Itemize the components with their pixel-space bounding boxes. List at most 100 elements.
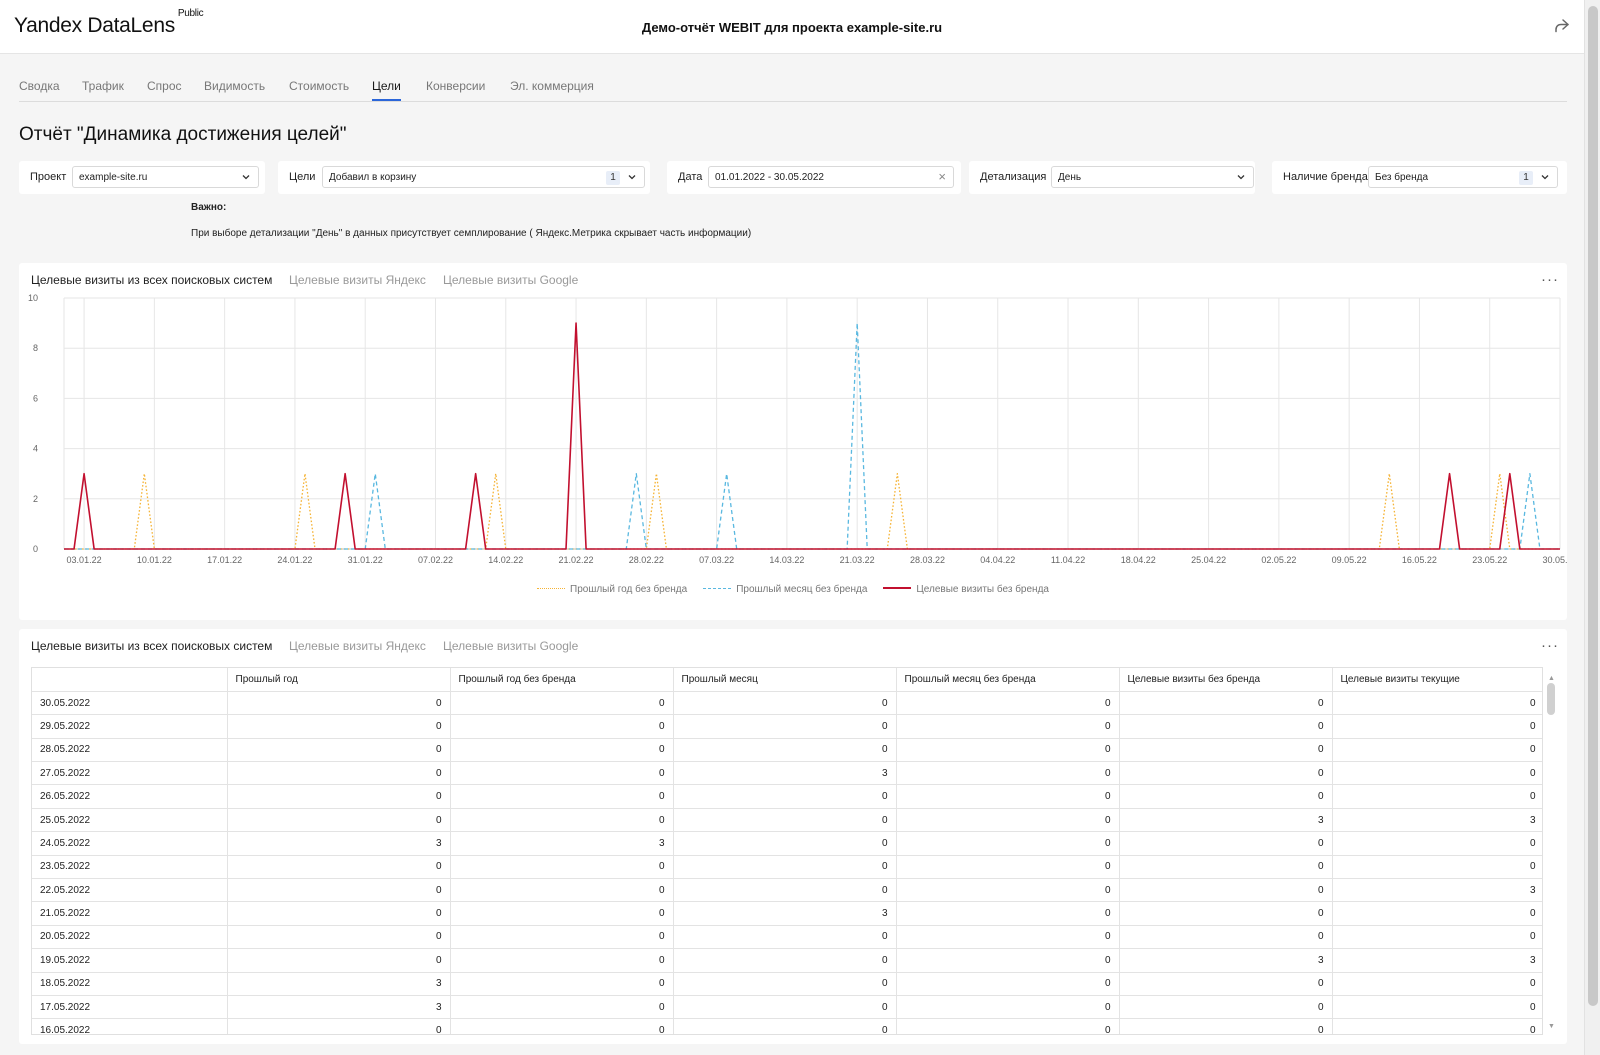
value-cell: 0 xyxy=(1119,1018,1333,1034)
y-tick-label: 0 xyxy=(33,544,38,554)
value-cell: 0 xyxy=(673,691,897,716)
filter-date: Дата 01.01.2022 - 30.05.2022 × xyxy=(667,161,961,194)
goals-select[interactable]: Добавил в корзину 1 xyxy=(322,166,645,188)
value-cell: 0 xyxy=(1119,878,1333,903)
value-cell: 3 xyxy=(450,831,674,856)
series-line-3 xyxy=(64,322,1560,550)
value-cell: 0 xyxy=(896,901,1120,926)
page-scrollbar-thumb[interactable] xyxy=(1588,6,1598,1006)
value-cell: 0 xyxy=(1332,831,1542,856)
column-header[interactable]: Прошлый месяц без бренда xyxy=(896,668,1120,692)
value-cell: 0 xyxy=(227,738,451,763)
table-row: 20.05.2022 0 0 0 0 0 0 xyxy=(32,925,1542,950)
x-tick-label: 16.05.22 xyxy=(1402,555,1437,565)
value-cell: 3 xyxy=(227,995,451,1020)
goals-count-badge: 1 xyxy=(606,171,620,185)
value-cell: 0 xyxy=(1332,925,1542,950)
date-cell: 30.05.2022 xyxy=(32,691,228,716)
tab-summary[interactable]: Сводка xyxy=(19,79,60,93)
chevron-down-icon xyxy=(1541,175,1549,180)
column-header[interactable] xyxy=(32,668,228,692)
tab-cost[interactable]: Стоимость xyxy=(289,79,350,93)
legend-label: Целевые визиты без бренда xyxy=(916,584,1049,595)
x-tick-label: 14.02.22 xyxy=(488,555,523,565)
column-header[interactable]: Целевые визиты без бренда xyxy=(1119,668,1333,692)
table-row: 29.05.2022 0 0 0 0 0 0 xyxy=(32,714,1542,739)
scroll-up-icon[interactable]: ▲ xyxy=(1548,675,1555,682)
value-cell: 0 xyxy=(450,972,674,996)
table-tab-yandex[interactable]: Целевые визиты Яндекс xyxy=(289,639,426,653)
table-tab-all[interactable]: Целевые визиты из всех поисковых систем xyxy=(31,639,273,653)
share-icon[interactable] xyxy=(1552,17,1570,35)
filter-brand-label: Наличие бренда xyxy=(1283,171,1368,183)
dashboard-tabs: Сводка Трафик Спрос Видимость Стоимость … xyxy=(19,76,1567,102)
value-cell: 0 xyxy=(896,738,1120,763)
detail-select[interactable]: День xyxy=(1051,166,1254,188)
date-range-input[interactable]: 01.01.2022 - 30.05.2022 × xyxy=(708,166,954,188)
line-chart: 0 2 4 6 8 10 03.01.22 10.01.22 17.01.22 24.01.22 3… xyxy=(28,293,1567,565)
table-row: 16.05.2022 0 0 0 0 0 0 xyxy=(32,1018,1542,1034)
tab-visibility[interactable]: Видимость xyxy=(204,79,266,93)
value-cell: 3 xyxy=(673,901,897,926)
logo[interactable]: Yandex DataLensPublic xyxy=(14,8,204,38)
chevron-down-icon xyxy=(1237,175,1245,180)
brand-select-value: Без бренда xyxy=(1375,172,1429,183)
goals-select-value: Добавил в корзину xyxy=(329,172,417,183)
value-cell: 3 xyxy=(227,972,451,996)
value-cell: 0 xyxy=(1119,714,1333,739)
date-cell: 26.05.2022 xyxy=(32,784,228,809)
tab-conversions[interactable]: Конверсии xyxy=(426,79,486,93)
table-scrollbar-thumb[interactable] xyxy=(1547,683,1555,715)
date-cell: 25.05.2022 xyxy=(32,808,228,833)
y-tick-label: 2 xyxy=(33,494,38,504)
x-tick-label: 17.01.22 xyxy=(207,555,242,565)
x-tick-label: 21.02.22 xyxy=(559,555,594,565)
value-cell: 3 xyxy=(1119,808,1333,833)
series-line-2 xyxy=(64,322,1560,550)
chart-more-icon[interactable]: ··· xyxy=(1541,271,1559,288)
data-table-wrapper[interactable]: Прошлый год Прошлый год без бренда Прошлый… xyxy=(31,667,1543,1035)
value-cell: 3 xyxy=(1332,808,1542,833)
report-title: Отчёт "Динамика достижения целей" xyxy=(19,124,347,145)
value-cell: 0 xyxy=(896,855,1120,880)
table-more-icon[interactable]: ··· xyxy=(1541,637,1559,654)
project-select[interactable]: example-site.ru xyxy=(72,166,259,188)
clear-icon[interactable]: × xyxy=(938,169,946,184)
brand-select[interactable]: Без бренда 1 xyxy=(1368,166,1558,188)
x-tick-label: 18.04.22 xyxy=(1121,555,1156,565)
date-cell: 29.05.2022 xyxy=(32,714,228,739)
date-cell: 20.05.2022 xyxy=(32,925,228,950)
column-header[interactable]: Прошлый год без бренда xyxy=(450,668,674,692)
value-cell: 0 xyxy=(1332,1018,1542,1034)
tab-demand[interactable]: Спрос xyxy=(147,79,182,93)
table-scrollbar[interactable]: ▲ ▼ xyxy=(1546,675,1556,1035)
table-row: 27.05.2022 0 0 3 0 0 0 xyxy=(32,761,1542,786)
x-tick-label: 28.02.22 xyxy=(629,555,664,565)
table-tab-google[interactable]: Целевые визиты Google xyxy=(443,639,579,653)
value-cell: 0 xyxy=(896,948,1120,973)
tab-traffic[interactable]: Трафик xyxy=(82,79,124,93)
date-cell: 18.05.2022 xyxy=(32,972,228,996)
value-cell: 0 xyxy=(450,784,674,809)
column-header[interactable]: Прошлый год xyxy=(227,668,451,692)
value-cell: 0 xyxy=(896,691,1120,716)
value-cell: 0 xyxy=(227,784,451,809)
chart-tab-yandex[interactable]: Целевые визиты Яндекс xyxy=(289,273,426,287)
legend-item-3[interactable]: Целевые визиты без бренда xyxy=(883,584,1049,595)
date-cell: 21.05.2022 xyxy=(32,901,228,926)
chart-tab-google[interactable]: Целевые визиты Google xyxy=(443,273,579,287)
value-cell: 0 xyxy=(896,808,1120,833)
x-tick-label: 28.03.22 xyxy=(910,555,945,565)
scroll-down-icon[interactable]: ▼ xyxy=(1548,1023,1555,1030)
x-tick-label: 03.01.22 xyxy=(67,555,102,565)
value-cell: 0 xyxy=(450,878,674,903)
tab-goals[interactable]: Цели xyxy=(372,79,401,101)
legend-item-1[interactable]: Прошлый год без бренда xyxy=(537,584,687,595)
chart-tab-all[interactable]: Целевые визиты из всех поисковых систем xyxy=(31,273,273,287)
data-table: Прошлый год Прошлый год без бренда Прошлый… xyxy=(32,668,1542,1034)
column-header[interactable]: Прошлый месяц xyxy=(673,668,897,692)
tab-ecommerce[interactable]: Эл. коммерция xyxy=(510,79,594,93)
column-header[interactable]: Целевые визиты текущие xyxy=(1332,668,1542,692)
page-scrollbar[interactable] xyxy=(1584,0,1600,1055)
legend-item-2[interactable]: Прошлый месяц без бренда xyxy=(703,584,867,595)
